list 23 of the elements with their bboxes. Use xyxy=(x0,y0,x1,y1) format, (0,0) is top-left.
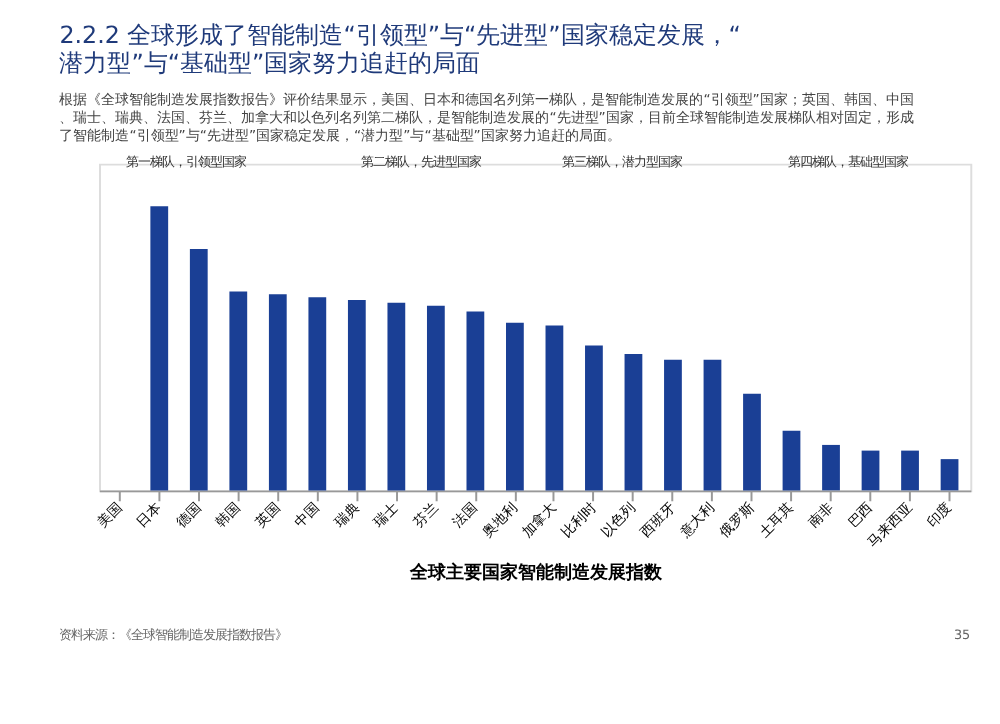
bar xyxy=(229,291,248,491)
bar xyxy=(268,294,287,491)
bar xyxy=(347,300,366,491)
bar xyxy=(387,302,406,491)
bar xyxy=(426,305,445,491)
bar xyxy=(664,359,682,491)
bar xyxy=(150,206,169,491)
bar xyxy=(466,311,485,491)
bar xyxy=(189,248,208,491)
bar xyxy=(782,430,801,491)
bar xyxy=(308,297,327,491)
bar xyxy=(861,450,880,491)
bar xyxy=(585,345,603,491)
x-axis-title: 全球主要国家智能制造发展指数 xyxy=(407,562,664,585)
bar xyxy=(743,393,761,491)
bar xyxy=(703,359,722,491)
bar xyxy=(822,444,840,491)
bar xyxy=(506,322,524,491)
bar xyxy=(545,325,564,491)
bar xyxy=(624,354,643,491)
bar xyxy=(901,450,919,491)
bar xyxy=(940,459,959,491)
chart-title: 2.2.2 全球形成了智能制造“引领型”与“先进型”国家稳定发展，“潜力型”与“基础型”国家努力追赶的局面 xyxy=(59,20,741,77)
